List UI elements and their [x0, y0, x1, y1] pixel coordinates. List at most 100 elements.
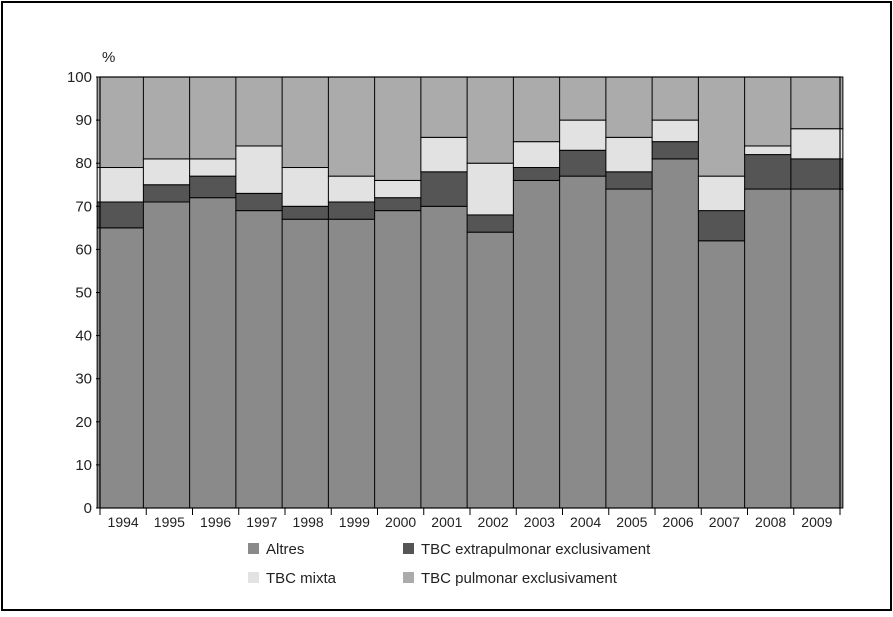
legend-swatch [403, 543, 414, 554]
x-tick-label: 2001 [431, 514, 462, 530]
bar-segment [512, 167, 566, 181]
bar-segment [189, 197, 243, 509]
bar-segment [327, 201, 381, 220]
legend-swatch [248, 543, 259, 554]
bar-segment [651, 76, 705, 121]
bar-segment [744, 188, 798, 509]
bar-segment [605, 136, 659, 173]
bar-segment [466, 76, 520, 164]
bar-segment [790, 128, 844, 160]
bar-segment [142, 76, 196, 160]
bar-segment [420, 171, 474, 207]
bar-segment [327, 218, 381, 509]
bar-segment [790, 76, 844, 130]
x-tick-label: 2009 [801, 514, 832, 530]
bar-segment [142, 158, 196, 186]
bar-segment [512, 141, 566, 169]
bar-segment [466, 214, 520, 233]
bar-segment [142, 201, 196, 509]
y-tick-label: 100 [67, 69, 92, 86]
bar-segment [96, 201, 150, 229]
bar-segment [281, 76, 335, 169]
bar-segment [142, 184, 196, 203]
bar-segment [605, 171, 659, 190]
bar-segment [790, 158, 844, 190]
bar-segment [281, 205, 335, 220]
bar-segment [651, 158, 705, 509]
legend-label: TBC pulmonar exclusivament [421, 570, 618, 587]
bar-segment [744, 76, 798, 147]
bar-segment [96, 76, 150, 169]
x-tick-label: 2003 [524, 514, 555, 530]
bar-segment [559, 175, 613, 509]
x-tick-label: 2008 [755, 514, 786, 530]
legend-swatch [248, 572, 259, 583]
legend-swatch [403, 572, 414, 583]
x-tick-label: 2006 [663, 514, 694, 530]
bar-segment [512, 179, 566, 509]
bar-segment [420, 205, 474, 509]
bar-segment [327, 76, 381, 177]
y-tick-label: 90 [75, 112, 92, 129]
x-tick-label: 2000 [385, 514, 416, 530]
bar-segment [420, 76, 474, 138]
bar-segment [466, 231, 520, 509]
bar-segment [605, 188, 659, 509]
bar-segment [235, 145, 289, 194]
bar-segment [697, 76, 751, 177]
bars [96, 76, 844, 509]
bar-segment [605, 76, 659, 138]
bar-segment [651, 141, 705, 160]
y-tick-label: 50 [75, 285, 92, 302]
x-tick-label: 1995 [154, 514, 185, 530]
legend-label: TBC mixta [266, 570, 337, 587]
bar-segment [697, 240, 751, 509]
axes: 0 10 20 30 40 50 60 70 80 90 100 1994 1995 1996 1997 19… [67, 69, 841, 530]
bar-segment [559, 76, 613, 121]
y-tick-label: 0 [84, 500, 92, 517]
bar-segment [374, 197, 428, 212]
bar-segment [559, 119, 613, 151]
y-tick-label: 30 [75, 371, 92, 388]
bar-segment [189, 158, 243, 177]
bar-segment [281, 167, 335, 207]
legend: Altres TBC extrapulmonar exclusivament TBC… [248, 541, 651, 587]
bar-segment [697, 210, 751, 242]
bar-segment [235, 76, 289, 147]
x-tick-label: 2007 [709, 514, 740, 530]
bar-segment [189, 175, 243, 199]
x-tick-label: 2004 [570, 514, 601, 530]
x-tick-label: 1994 [108, 514, 139, 530]
x-tick-label: 2002 [478, 514, 509, 530]
y-tick-label: 10 [75, 457, 92, 474]
y-tick-label: 40 [75, 328, 92, 345]
y-axis-label: % [102, 49, 115, 66]
bar-segment [420, 136, 474, 173]
y-tick-label: 80 [75, 155, 92, 172]
bar-segment [189, 76, 243, 160]
bar-segment [374, 76, 428, 181]
x-tick-label: 1996 [200, 514, 231, 530]
bar-segment [744, 154, 798, 190]
bar-segment [281, 218, 335, 509]
bar-segment [744, 145, 798, 156]
y-tick-label: 60 [75, 241, 92, 258]
y-tick-label: 20 [75, 414, 92, 431]
x-tick-label: 1997 [246, 514, 277, 530]
bar-segment [512, 76, 566, 143]
bar-segment [374, 179, 428, 199]
bar-segment [235, 192, 289, 212]
bar-segment [466, 162, 520, 216]
bar-segment [697, 175, 751, 212]
bar-segment [327, 175, 381, 203]
x-tick-label: 2005 [616, 514, 647, 530]
legend-label: Altres [266, 541, 304, 558]
bar-segment [374, 210, 428, 509]
bar-segment [96, 227, 150, 509]
x-tick-label: 1998 [293, 514, 324, 530]
bar-segment [559, 149, 613, 177]
x-tick-label: 1999 [339, 514, 370, 530]
bar-segment [651, 119, 705, 143]
